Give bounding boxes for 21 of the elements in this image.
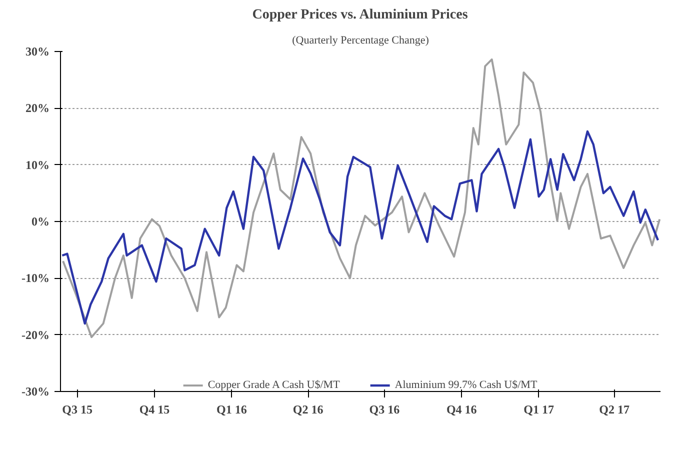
x-tick-label: Q3 16 — [369, 402, 400, 416]
x-tick-label: Q4 16 — [446, 402, 477, 416]
x-tick-label: Q1 17 — [524, 402, 554, 416]
y-tick-label: -30% — [22, 384, 50, 398]
y-tick-label: 10% — [26, 158, 50, 172]
y-tick-label: 0% — [32, 214, 50, 228]
legend-label: Aluminium 99.7% Cash U$/MT — [394, 379, 538, 391]
x-tick-label: Q1 16 — [216, 402, 247, 416]
x-tick-label: Q2 16 — [292, 402, 324, 416]
y-tick-label: 20% — [26, 101, 50, 116]
y-tick-label: 30% — [26, 44, 50, 58]
y-tick-label: -20% — [22, 328, 50, 342]
legend-label: Copper Grade A Cash U$/MT — [208, 379, 340, 391]
chart-subtitle: (Quarterly Percentage Change) — [292, 34, 430, 46]
line-series — [62, 58, 660, 338]
x-tick-label: Q2 17 — [599, 402, 630, 416]
x-tick-label: Q4 15 — [139, 402, 170, 416]
chart-title: Copper Prices vs. Aluminium Prices — [252, 8, 468, 22]
x-tick-label: Q3 15 — [62, 402, 92, 416]
y-tick-label: -10% — [22, 271, 50, 286]
line-series — [61, 130, 660, 325]
